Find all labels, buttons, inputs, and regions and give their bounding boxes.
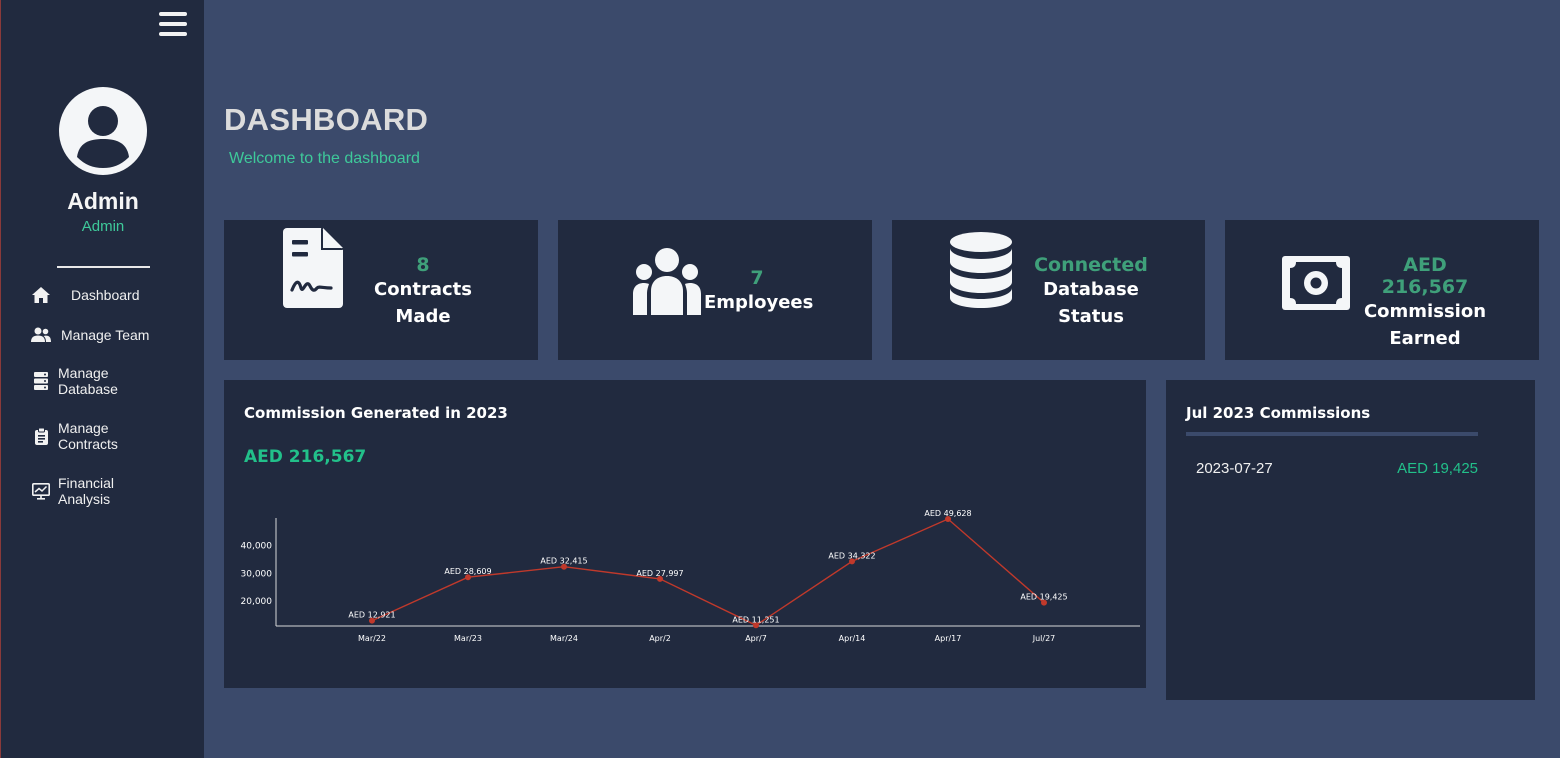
sidebar-item-label: Manage Team xyxy=(61,327,150,343)
commission-date: 2023-07-27 xyxy=(1196,460,1273,477)
chart-total: AED 216,567 xyxy=(244,447,367,467)
sidebar-divider xyxy=(57,266,150,268)
sidebar-item-manage-database[interactable]: Manage Database xyxy=(31,365,118,397)
stat-card-contracts: 8 Contracts Made xyxy=(224,220,538,360)
x-tick-label: Mar/22 xyxy=(358,634,386,643)
stat-label: Status xyxy=(1058,306,1124,327)
hamburger-icon[interactable] xyxy=(159,12,187,38)
stat-label: Earned xyxy=(1389,328,1461,349)
user-role: Admin xyxy=(81,218,125,235)
user-name: Admin xyxy=(67,188,139,214)
stat-text: 8 Contracts Made xyxy=(372,254,474,330)
y-tick-label: 40,000 xyxy=(241,542,273,552)
stat-label: Contracts xyxy=(373,279,472,300)
stat-label: Employees xyxy=(704,292,814,313)
sidebar-item-label: Manage Contracts xyxy=(58,420,118,452)
data-label: AED 12,921 xyxy=(348,611,395,620)
stat-label: Database xyxy=(1043,279,1139,300)
sidebar-item-label: Manage Database xyxy=(58,365,118,397)
sidebar-item-manage-team[interactable]: Manage Team xyxy=(31,325,149,345)
users-icon xyxy=(31,325,51,345)
x-tick-label: Apr/14 xyxy=(839,634,866,643)
data-label: AED 32,415 xyxy=(540,557,587,566)
stat-card-database: Connected Database Status xyxy=(892,220,1205,360)
y-tick-label: 20,000 xyxy=(241,597,273,607)
sidebar-item-label-line1: Financial xyxy=(58,475,115,491)
data-label: AED 11,251 xyxy=(732,615,779,624)
sidebar-item-label-line1: Manage xyxy=(58,420,109,436)
page-title: DASHBOARD xyxy=(224,102,429,137)
stat-card-employees: 7 Employees xyxy=(558,220,872,360)
data-point xyxy=(753,622,759,629)
home-icon xyxy=(31,285,51,305)
list-divider xyxy=(1186,432,1478,436)
stat-label: Commission xyxy=(1363,301,1487,322)
employees-count: 7 xyxy=(750,267,764,289)
list-item: 2023-07-27 AED 19,425 xyxy=(1196,460,1478,477)
x-tick-label: Mar/24 xyxy=(550,634,578,643)
stat-card-commission: AED 216,567 Commission Earned xyxy=(1225,220,1539,360)
database-status-value: Connected xyxy=(1034,254,1148,276)
chart-title: Commission Generated in 2023 xyxy=(244,404,508,422)
stat-text: Connected Database Status xyxy=(1027,254,1155,330)
contracts-count: 8 xyxy=(416,254,430,276)
sidebar-item-manage-contracts[interactable]: Manage Contracts xyxy=(31,420,118,452)
contract-signature-icon xyxy=(283,228,343,313)
sidebar-item-financial-analysis[interactable]: Financial Analysis xyxy=(31,475,114,507)
data-point xyxy=(657,575,663,582)
data-label: AED 19,425 xyxy=(1020,593,1067,602)
sidebar-item-label-line2: Contracts xyxy=(58,436,118,452)
people-group-icon xyxy=(633,247,701,320)
data-point xyxy=(465,574,471,581)
data-point xyxy=(1041,599,1047,606)
commission-earned-value: AED 216,567 xyxy=(1381,254,1469,298)
x-tick-label: Apr/17 xyxy=(935,634,962,643)
sidebar: Admin Admin Dashboard Manage Team Manage… xyxy=(0,0,204,758)
commission-chart-panel: Commission Generated in 2023 AED 216,567… xyxy=(224,380,1146,688)
sidebar-item-label-line1: Manage xyxy=(58,365,109,381)
chart-monitor-icon xyxy=(31,481,51,501)
series-line xyxy=(371,518,1045,627)
page-subtitle: Welcome to the dashboard xyxy=(229,150,420,167)
sidebar-item-label: Dashboard xyxy=(71,287,140,303)
data-point xyxy=(945,516,951,523)
x-tick-label: Mar/23 xyxy=(454,634,482,643)
commission-amount: AED 19,425 xyxy=(1397,460,1478,477)
y-tick-label: 30,000 xyxy=(241,569,273,579)
sidebar-item-label-line2: Database xyxy=(58,381,118,397)
data-label: AED 49,628 xyxy=(924,509,971,518)
money-bill-icon xyxy=(1282,256,1350,315)
data-point xyxy=(849,558,855,565)
x-tick-label: Apr/7 xyxy=(745,634,767,643)
commission-line-chart: 20,000 30,000 40,000 Mar/22 Mar/23 Mar/24 Apr/… xyxy=(241,509,1140,643)
server-icon xyxy=(31,371,51,391)
stat-text: 7 Employees xyxy=(704,267,814,316)
stat-text: AED 216,567 Commission Earned xyxy=(1359,254,1491,352)
user-circle-icon xyxy=(59,87,147,175)
data-label: AED 28,609 xyxy=(444,567,491,576)
database-icon xyxy=(950,232,1012,313)
clipboard-icon xyxy=(31,426,51,446)
sidebar-item-label-line2: Analysis xyxy=(58,491,111,507)
data-label: AED 34,322 xyxy=(828,551,875,560)
data-label: AED 27,997 xyxy=(636,569,683,578)
monthly-commissions-panel: Jul 2023 Commissions 2023-07-27 AED 19,4… xyxy=(1166,380,1535,700)
sidebar-item-dashboard[interactable]: Dashboard xyxy=(31,285,140,305)
x-tick-label: Apr/2 xyxy=(649,634,671,643)
list-title: Jul 2023 Commissions xyxy=(1186,404,1371,422)
x-tick-label: Jul/27 xyxy=(1032,634,1056,643)
stat-label: Made xyxy=(395,306,451,327)
data-point xyxy=(561,563,567,570)
data-point xyxy=(369,617,375,624)
sidebar-item-label: Financial Analysis xyxy=(58,475,114,507)
